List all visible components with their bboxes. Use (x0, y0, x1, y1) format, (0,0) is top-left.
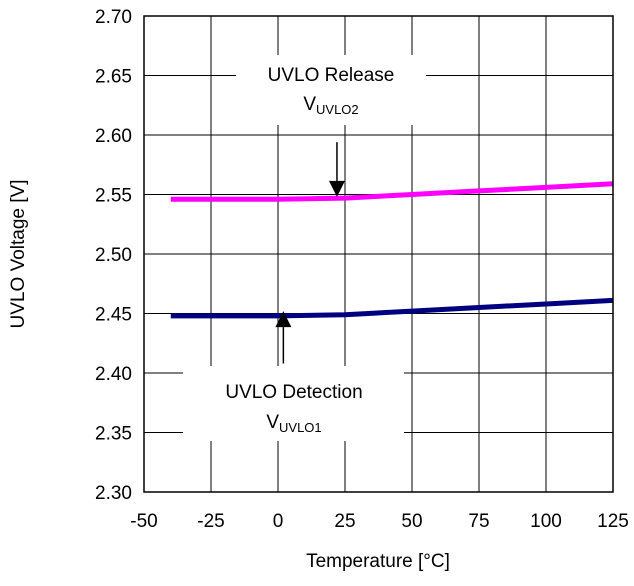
x-tick-label: -25 (197, 511, 224, 532)
annotation-masks (183, 55, 426, 441)
uvlo-detection-line (170, 297, 614, 319)
release-annotation-mask (236, 55, 426, 125)
x-tick-label: -50 (130, 511, 157, 532)
y-tick-label: 2.70 (95, 7, 132, 28)
x-tick-label: 50 (401, 511, 422, 532)
uvlo-release-line (170, 181, 614, 202)
tick-labels: -50 -25 0 25 50 75 100 125 2.30 2.35 2.40 2.45 2.50 2… (95, 7, 629, 532)
y-tick-label: 2.65 (95, 67, 132, 88)
x-tick-label: 25 (334, 511, 355, 532)
y-tick-label: 2.45 (95, 305, 132, 326)
uvlo-release-label: UVLO Release (268, 65, 395, 86)
uvlo-detection-label: UVLO Detection (225, 382, 362, 403)
y-tick-label: 2.30 (95, 483, 132, 504)
y-axis-title: UVLO Voltage [V] (8, 180, 29, 329)
detection-annotation-mask (183, 366, 404, 441)
x-axis-title: Temperature [°C] (306, 551, 450, 572)
plot-frame (143, 15, 614, 493)
y-tick-label: 2.60 (95, 126, 132, 147)
x-tick-label: 0 (273, 511, 284, 532)
release-arrow-head (328, 180, 345, 197)
annotation-layer: UVLO Release VUVLO2 UVLO Detection VUVLO1 (225, 65, 394, 435)
y-tick-label: 2.55 (95, 186, 132, 207)
vuvlo1-symbol: VUVLO1 (266, 412, 321, 435)
vuvlo2-symbol: VUVLO2 (303, 94, 358, 117)
x-tick-label: 75 (468, 511, 489, 532)
x-tick-label: 125 (597, 511, 629, 532)
y-tick-label: 2.50 (95, 245, 132, 266)
x-tick-label: 100 (530, 511, 562, 532)
series-layer (170, 181, 614, 319)
detection-arrow-head (275, 311, 292, 328)
y-tick-label: 2.40 (95, 364, 132, 385)
y-tick-label: 2.35 (95, 424, 132, 445)
